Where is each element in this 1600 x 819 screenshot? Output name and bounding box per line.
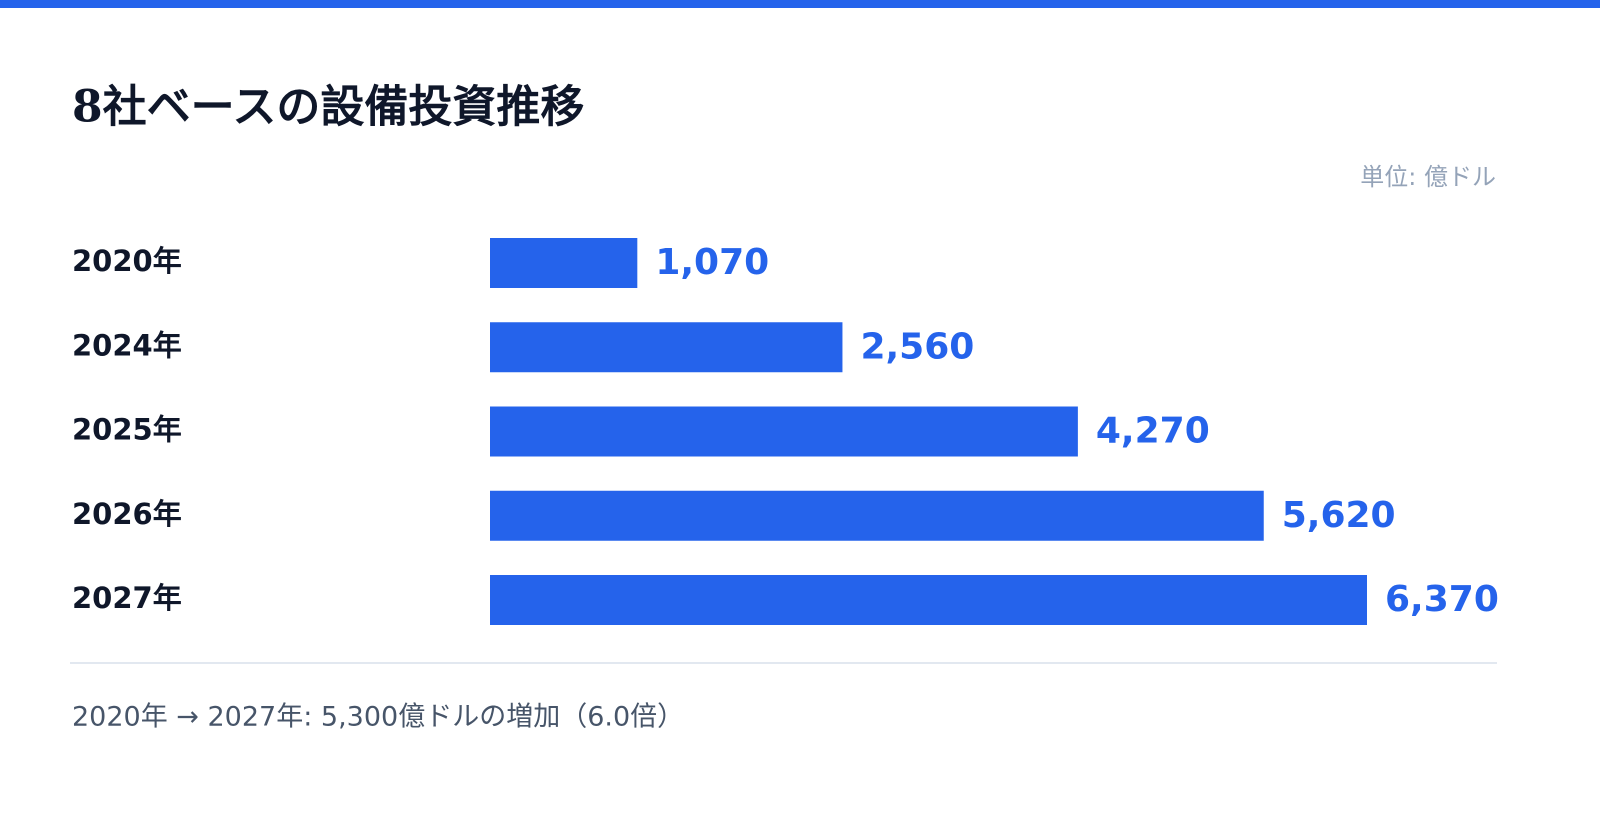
category-label: 2020年 <box>72 244 182 278</box>
top-stripe <box>0 0 1600 8</box>
value-label: 1,070 <box>655 242 769 283</box>
unit-label: 単位: 億ドル <box>1360 163 1496 191</box>
category-label: 2024年 <box>72 328 182 362</box>
category-label: 2025年 <box>72 413 182 447</box>
value-label: 6,370 <box>1385 579 1499 620</box>
category-label: 2026年 <box>72 497 182 531</box>
bar <box>490 406 1078 457</box>
bar <box>490 322 843 373</box>
bar <box>490 490 1264 541</box>
value-label: 4,270 <box>1096 411 1210 452</box>
bar <box>490 238 638 288</box>
category-label: 2027年 <box>72 581 182 615</box>
bar <box>490 575 1367 625</box>
chart-title: 8社ベースの設備投資推移 <box>72 82 584 133</box>
value-label: 2,560 <box>860 326 974 367</box>
value-label: 5,620 <box>1282 495 1396 536</box>
footnote: 2020年 → 2027年: 5,300億ドルの増加（6.0倍） <box>72 702 684 733</box>
